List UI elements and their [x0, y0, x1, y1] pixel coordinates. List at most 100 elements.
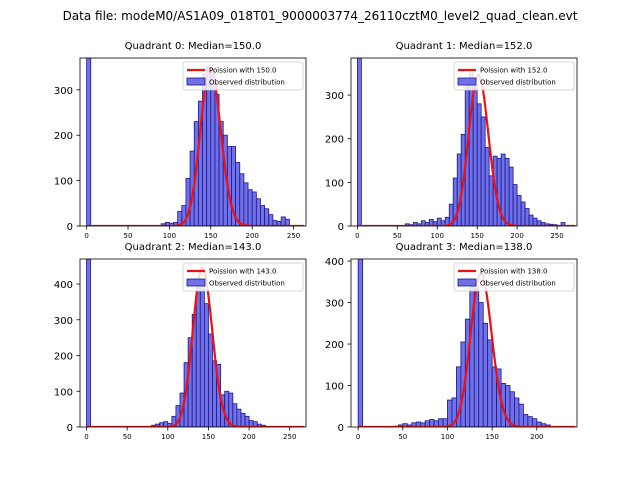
histogram-bar	[206, 66, 212, 226]
x-tick-label: 200	[530, 433, 543, 441]
histogram-bar	[236, 408, 242, 427]
histogram-bar	[251, 191, 257, 226]
legend-box	[453, 262, 575, 292]
histogram-bar	[357, 259, 364, 427]
histogram-bar	[260, 205, 266, 226]
legend-box	[182, 262, 304, 292]
poisson-curve	[357, 73, 576, 226]
quadrant-0-plot-area	[86, 58, 305, 226]
poisson-curve	[358, 272, 576, 427]
quadrant-1-plot-area	[356, 58, 576, 226]
histogram-bar	[429, 419, 435, 427]
x-tick-label: 200	[246, 232, 259, 240]
poisson-curve	[86, 65, 305, 226]
x-tick-label: 250	[550, 232, 563, 240]
y-tick-label: 300	[325, 299, 344, 310]
legend-hist-swatch	[186, 77, 206, 86]
x-tick-label: 0	[356, 433, 360, 441]
y-tick-label: 0	[338, 222, 344, 233]
y-tick-label: 100	[325, 382, 344, 393]
x-tick-label: 200	[242, 433, 255, 441]
histogram-bar	[232, 403, 238, 427]
histogram-bar	[487, 339, 493, 427]
histogram-bar	[280, 216, 286, 226]
x-tick-label: 0	[84, 232, 88, 240]
x-tick-label: 50	[398, 433, 407, 441]
histogram-bar	[528, 214, 534, 226]
histogram-bar	[484, 147, 490, 226]
x-tick-label: 150	[204, 232, 217, 240]
x-tick-label: 50	[393, 232, 402, 240]
x-tick-label: 50	[123, 433, 132, 441]
histogram-bar	[203, 303, 209, 427]
y-tick-label: 200	[54, 352, 73, 363]
x-tick-label: 200	[510, 232, 523, 240]
histogram-bar	[86, 259, 91, 427]
legend-curve-label: Poission with 138.0	[480, 268, 548, 276]
legend-hist-swatch	[186, 278, 206, 287]
x-tick-label: 100	[161, 433, 174, 441]
quadrant-0-axes-frame	[79, 57, 307, 227]
x-tick-label: 150	[470, 232, 483, 240]
histogram-bar	[473, 287, 480, 427]
quadrant-1-legend: Poission with 152.0 Observed distribution	[453, 61, 575, 91]
histogram-bar	[264, 208, 270, 226]
legend-hist-label: Observed distribution	[209, 280, 285, 288]
histogram-bar	[356, 58, 362, 226]
quadrant-1-panel: Quadrant 1: Median=152.0 0 50 100 150 200 250 0…	[325, 41, 578, 240]
poisson-curve	[86, 266, 305, 427]
legend-curve-label: Poission with 152.0	[480, 67, 548, 75]
histogram-bar	[476, 103, 482, 226]
histogram-bar	[514, 397, 520, 427]
quadrant-3-plot-area	[357, 259, 576, 427]
y-tick-label: 400	[54, 280, 73, 291]
histogram-bar	[247, 189, 253, 226]
y-tick-label: 200	[325, 135, 344, 146]
quadrant-3-title: Quadrant 3: Median=138.0	[396, 242, 533, 253]
x-tick-label: 100	[441, 433, 454, 441]
y-tick-label: 0	[338, 423, 344, 434]
y-tick-label: 0	[67, 222, 73, 233]
quadrant-3-axes-frame	[350, 258, 578, 428]
legend-hist-label: Observed distribution	[480, 280, 556, 288]
histogram-bar	[210, 68, 216, 226]
x-tick-label: 0	[84, 433, 88, 441]
y-tick-label: 200	[54, 131, 73, 142]
legend-box	[453, 61, 575, 91]
histogram-bar	[520, 201, 526, 226]
y-tick-label: 300	[325, 91, 344, 102]
histogram-bar	[255, 198, 261, 226]
legend-curve-label: Poission with 143.0	[209, 268, 277, 276]
histogram-bar	[239, 173, 245, 226]
histogram-bar	[240, 413, 246, 427]
quadrant-0-panel: Quadrant 0: Median=150.0 0 50 100 150 200 250 0…	[54, 41, 307, 240]
legend-hist-label: Observed distribution	[480, 79, 556, 87]
quadrant-2-plot-area	[86, 259, 305, 427]
legend-box	[182, 61, 304, 91]
histogram-bar	[244, 415, 250, 427]
x-tick-label: 250	[287, 232, 300, 240]
histogram-bar	[195, 281, 201, 427]
histogram-bar	[472, 85, 478, 226]
histogram-bar	[508, 166, 514, 226]
histogram-bar	[86, 58, 92, 226]
histogram-bar	[436, 217, 442, 226]
x-tick-label: 150	[485, 433, 498, 441]
histogram-bar	[199, 283, 205, 427]
histogram-bar	[496, 157, 502, 226]
histogram-bar	[243, 182, 249, 226]
histogram-bar	[524, 208, 530, 226]
legend-hist-swatch	[457, 278, 477, 287]
histogram-bar	[523, 414, 529, 427]
y-tick-label: 300	[54, 316, 73, 327]
legend-hist-swatch	[457, 77, 477, 86]
y-tick-label: 300	[54, 86, 73, 97]
quadrant-2-legend: Poission with 143.0 Observed distribution	[182, 262, 304, 292]
x-tick-label: 100	[163, 232, 176, 240]
x-tick-label: 100	[431, 232, 444, 240]
histogram-bar	[488, 175, 494, 226]
quadrant-0-legend: Poission with 150.0 Observed distribution	[182, 61, 304, 91]
histogram-bar	[531, 418, 538, 427]
quadrant-2-title: Quadrant 2: Median=143.0	[125, 242, 262, 253]
